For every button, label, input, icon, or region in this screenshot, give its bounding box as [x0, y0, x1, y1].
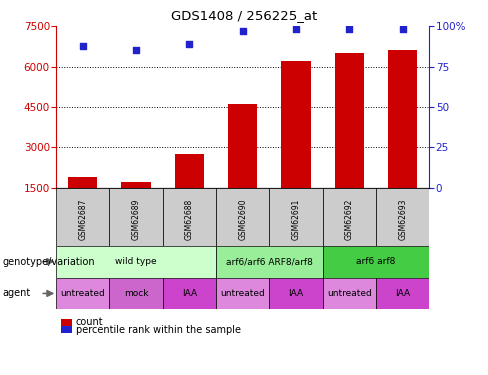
Text: GSM62689: GSM62689	[132, 199, 141, 240]
Bar	[269, 278, 323, 309]
Bar	[376, 278, 429, 309]
Text: IAA: IAA	[288, 289, 304, 298]
Bar	[323, 278, 376, 309]
Text: GSM62688: GSM62688	[185, 199, 194, 240]
Bar	[269, 188, 323, 246]
Point	[239, 28, 247, 34]
Text: genotype/variation: genotype/variation	[2, 256, 95, 267]
Text: arf6/arf6 ARF8/arf8: arf6/arf6 ARF8/arf8	[226, 257, 313, 266]
Text: mock: mock	[124, 289, 148, 298]
Bar	[216, 188, 269, 246]
Point	[185, 41, 193, 47]
Point	[346, 27, 353, 33]
Bar	[163, 188, 216, 246]
Bar	[282, 61, 311, 188]
Text: untreated: untreated	[327, 289, 372, 298]
Text: GSM62692: GSM62692	[345, 199, 354, 240]
Point	[132, 48, 140, 54]
Text: untreated: untreated	[221, 289, 265, 298]
Text: arf6 arf8: arf6 arf8	[356, 257, 396, 266]
Bar	[163, 278, 216, 309]
Text: agent: agent	[2, 288, 31, 298]
Bar	[109, 188, 163, 246]
Text: GSM62693: GSM62693	[398, 199, 407, 240]
Bar	[323, 246, 429, 278]
Bar	[376, 188, 429, 246]
Bar	[122, 182, 151, 188]
Bar	[216, 278, 269, 309]
Text: IAA: IAA	[395, 289, 410, 298]
Bar	[175, 154, 204, 188]
Bar	[56, 278, 109, 309]
Point	[79, 43, 87, 49]
Bar	[335, 53, 364, 188]
Bar	[228, 104, 258, 188]
Bar	[56, 246, 216, 278]
Bar	[109, 278, 163, 309]
Text: count: count	[76, 317, 103, 327]
Point	[399, 27, 407, 33]
Text: percentile rank within the sample: percentile rank within the sample	[76, 325, 241, 334]
Text: wild type: wild type	[115, 257, 157, 266]
Bar	[56, 188, 109, 246]
Bar	[216, 246, 323, 278]
Bar	[388, 51, 417, 188]
Text: untreated: untreated	[61, 289, 105, 298]
Text: GSM62687: GSM62687	[78, 199, 87, 240]
Text: GDS1408 / 256225_at: GDS1408 / 256225_at	[171, 9, 317, 22]
Bar	[68, 177, 98, 188]
Bar	[323, 188, 376, 246]
Text: GSM62691: GSM62691	[292, 199, 301, 240]
Text: IAA: IAA	[182, 289, 197, 298]
Text: GSM62690: GSM62690	[238, 199, 247, 240]
Point	[292, 27, 300, 33]
